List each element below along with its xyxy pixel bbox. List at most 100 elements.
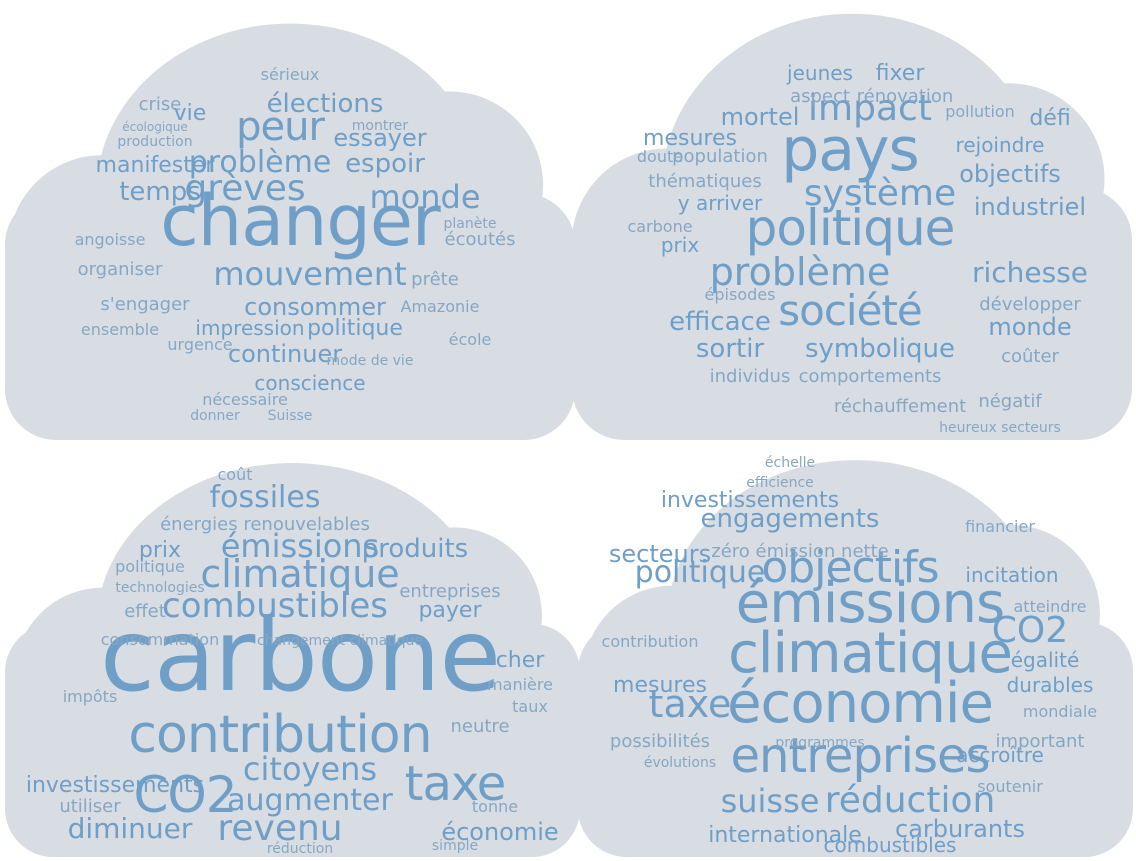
cloud-word: sérieux — [261, 65, 320, 84]
cloud-word: fossiles — [210, 480, 321, 515]
cloud-word: Suisse — [268, 408, 313, 424]
cloud-word: pays — [781, 115, 919, 185]
cloud-word: politique — [635, 555, 766, 590]
cloud-puff — [571, 148, 763, 340]
cloud-word: carbone — [627, 217, 692, 236]
cloud-word: neutre — [450, 716, 509, 737]
cloud-word: réchauffement — [834, 396, 966, 417]
cloud-word: carbone — [100, 597, 500, 714]
cloud-word: ensemble — [81, 320, 159, 339]
cloud-word: rejoindre — [956, 133, 1045, 157]
cloud-word: Amazonie — [401, 297, 480, 316]
cloud-word: produits — [362, 534, 468, 564]
cloud-puff — [365, 527, 542, 705]
cloud-word: carburants — [895, 815, 1025, 843]
cloud-word: utiliser — [59, 796, 121, 817]
cloud-word: négatif — [978, 391, 1042, 412]
cloud-word: simple — [432, 838, 478, 854]
cloud-word: monde — [988, 313, 1071, 341]
cloud-word: technologies — [115, 580, 204, 596]
cloud-word: économie — [727, 671, 993, 736]
cloud-word: entreprises — [730, 728, 989, 784]
cloud-word: cher — [496, 648, 546, 673]
cloud-word: changement climatique — [257, 633, 423, 649]
cloud-word: symbolique — [805, 334, 955, 364]
cloud-word: taux — [512, 697, 548, 716]
cloud-word: doute — [637, 147, 683, 166]
cloud-word: donner — [190, 408, 240, 424]
cloud-word: combustibles — [162, 586, 388, 626]
cloud-word: écologique — [122, 120, 188, 134]
cloud-word: émissions — [736, 571, 1004, 636]
cloud-word: problème — [710, 250, 891, 294]
cloud-word: climatique — [200, 552, 399, 596]
cloud-word: jeunes — [786, 61, 853, 85]
cloud-word: consommer — [244, 293, 386, 321]
cloud-word: organiser — [78, 259, 163, 280]
cloud-word: diminuer — [68, 812, 193, 845]
cloud-word: taxe — [649, 682, 732, 726]
cloud-word: consommation — [101, 630, 219, 649]
cloud-word: important — [996, 731, 1085, 752]
cloud-word: problème — [189, 145, 332, 180]
cloud-word: prix — [661, 233, 699, 257]
cloud-word: peur — [236, 104, 325, 150]
cloud-word: politique — [307, 316, 403, 341]
cloud-word: changer — [160, 180, 441, 262]
cloud-word: durables — [1007, 673, 1094, 697]
cloud-word: monde — [369, 178, 480, 216]
cloud-word: sortir — [696, 334, 765, 364]
cloud-word: mortel — [721, 103, 800, 131]
cloud-word: mondiale — [1023, 702, 1097, 721]
cloud-puff — [97, 463, 488, 785]
cloud-word: mode de vie — [327, 353, 414, 369]
cloud-word: coût — [218, 465, 253, 484]
cloud-word: production — [117, 134, 192, 150]
cloud-word: contribution — [602, 632, 699, 651]
cloud-word: conscience — [254, 371, 365, 395]
cloud-word: impact — [808, 88, 932, 129]
cloud-word: continuer — [228, 340, 342, 368]
cloud-word: rénovation — [857, 86, 954, 107]
cloud-word: énergies renouvelables — [160, 514, 370, 535]
cloud-puff — [913, 83, 1105, 275]
cloud-word: thématiques — [648, 171, 761, 192]
cloud-word: objectifs — [761, 542, 938, 593]
cloud: changer peur grèves mouvement problème électi… — [5, 23, 575, 440]
cloud-word: prix — [139, 538, 181, 563]
cloud-word: atteindre — [1013, 597, 1086, 616]
cloud-word: échelle — [765, 455, 815, 471]
cloud-word: manifester — [96, 153, 216, 178]
cloud-word: fixer — [876, 61, 926, 86]
cloud-word: industriel — [974, 193, 1086, 221]
cloud-word: société — [778, 286, 922, 335]
cloud-word: CO2 — [133, 766, 236, 824]
cloud-word: efficace — [669, 307, 771, 337]
cloud-word: combustibles — [824, 833, 957, 857]
cloud-word: politique — [746, 199, 955, 257]
cloud-word: incitation — [965, 563, 1058, 587]
cloud-word: objectifs — [959, 160, 1061, 188]
cloud-word: comportements — [799, 366, 942, 387]
cloud-word: grèves — [184, 168, 305, 209]
cloud-word: école — [449, 330, 492, 349]
cloud-word: développer — [979, 294, 1081, 315]
cloud-word: taxe — [405, 756, 506, 812]
cloud-word: écoutés — [445, 229, 516, 250]
cloud-puff — [96, 23, 484, 364]
cloud-word: impôts — [63, 687, 118, 706]
cloud-word: internationale — [708, 823, 862, 848]
cloud-word: manière — [487, 675, 553, 694]
cloud-word: urgence — [167, 335, 232, 354]
cloud-word: possibilités — [610, 731, 710, 752]
cloud-word: heureux secteurs — [939, 420, 1061, 436]
cloud-word: entreprises — [399, 581, 500, 602]
cloud-word: contribution — [128, 705, 431, 765]
cloud-puff — [356, 91, 544, 279]
cloud-word: coûter — [1001, 346, 1059, 367]
cloud-word: égalité — [1011, 648, 1080, 672]
cloud-word: politique — [115, 557, 185, 576]
